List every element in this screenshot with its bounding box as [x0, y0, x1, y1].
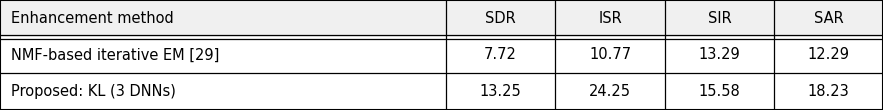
Text: 24.25: 24.25 [589, 84, 631, 99]
Bar [0, 37, 883, 73]
Text: 13.29: 13.29 [698, 48, 741, 62]
Text: 15.58: 15.58 [698, 84, 741, 99]
Text: 10.77: 10.77 [589, 48, 631, 62]
Text: 7.72: 7.72 [484, 48, 517, 62]
Text: 18.23: 18.23 [808, 84, 849, 99]
Text: SDR: SDR [486, 11, 516, 26]
Text: Enhancement method: Enhancement method [11, 11, 173, 26]
Text: 12.29: 12.29 [808, 48, 849, 62]
Bar [0, 0, 883, 37]
Text: ISR: ISR [599, 11, 622, 26]
Text: 13.25: 13.25 [479, 84, 522, 99]
Bar [0, 73, 883, 110]
Text: SAR: SAR [814, 11, 843, 26]
Text: Proposed: KL (3 DNNs): Proposed: KL (3 DNNs) [11, 84, 176, 99]
Text: NMF-based iterative EM [29]: NMF-based iterative EM [29] [11, 48, 219, 62]
Text: SIR: SIR [708, 11, 731, 26]
